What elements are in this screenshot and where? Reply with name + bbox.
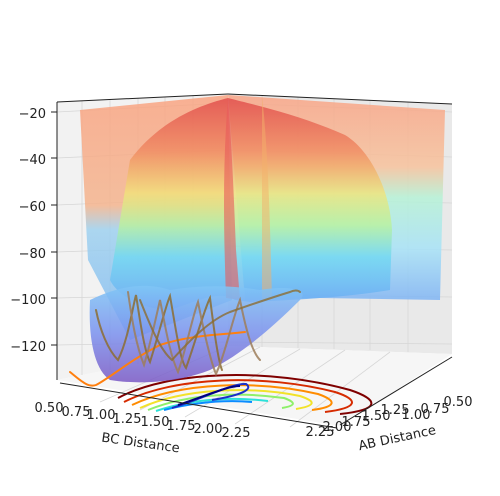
axis-lines: [56, 93, 453, 429]
x-tick-label: 2.00: [194, 422, 223, 437]
x-tick-label: 0.75: [62, 405, 91, 420]
y-tick-label: 1.50: [362, 409, 391, 424]
z-tick-label: −20: [19, 107, 46, 122]
y-tick-label: 2.25: [306, 425, 335, 440]
y-tick-label: 2.00: [323, 420, 352, 435]
x-tick-label: 1.25: [113, 412, 142, 427]
trajectory-bundle-3: [139, 289, 301, 362]
x-tick-label: 2.25: [222, 426, 251, 441]
surface: [80, 95, 445, 383]
y-tick-label: 1.25: [381, 403, 410, 418]
x-tick-label: 1.00: [87, 408, 116, 423]
trajectory-main: [69, 331, 246, 387]
y-tick-label: 0.50: [444, 395, 473, 410]
y-tick-label: 1.75: [342, 415, 371, 430]
x-axis-label: BC Distance: [100, 431, 180, 457]
x-tick-label: 1.75: [167, 419, 196, 434]
y-tick-label: 1.00: [402, 408, 431, 423]
x-tick-label: 0.50: [35, 401, 64, 416]
z-tick-label: −40: [19, 153, 46, 168]
surface-ridge: [110, 98, 392, 310]
z-tick-label: −80: [19, 247, 46, 262]
trajectories: [69, 289, 301, 387]
y-tick-label: 0.75: [421, 402, 450, 417]
z-tick-label: −60: [19, 200, 46, 215]
trajectory-bundle-2: [127, 291, 261, 377]
z-tick-label: −100: [10, 293, 46, 308]
surface-peak-right: [262, 95, 272, 300]
x-tick-label: 1.50: [141, 415, 170, 430]
x-axis: 0.50 0.75 1.00 1.25 1.50 1.75 2.00 2.25 …: [35, 401, 251, 456]
z-tick-label: −120: [10, 340, 46, 355]
z-axis: −20 −40 −60 −80 −100 −120: [10, 107, 57, 355]
surface-peak-left: [224, 98, 240, 300]
